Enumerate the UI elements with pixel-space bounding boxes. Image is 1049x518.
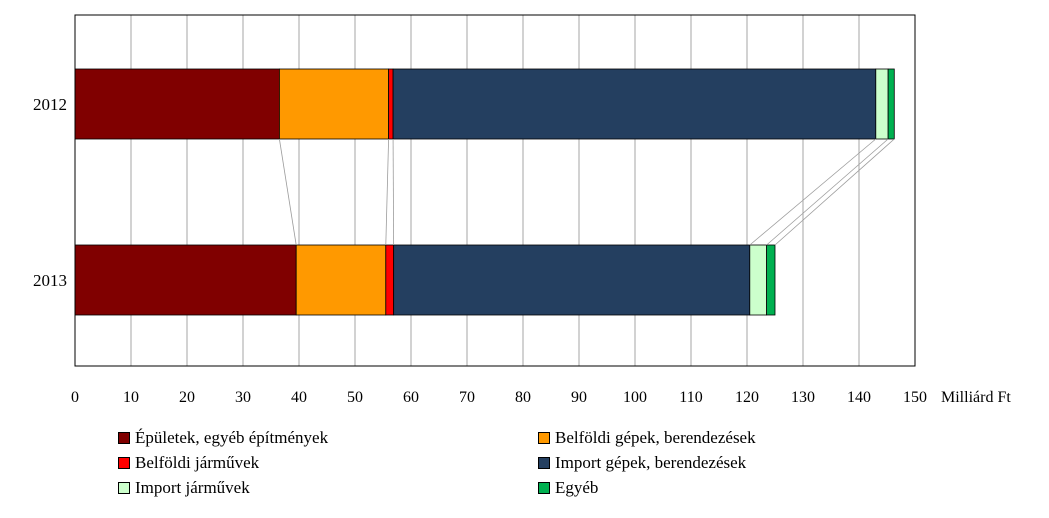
legend-item: Import gépek, berendezések bbox=[538, 453, 746, 473]
legend-label: Import gépek, berendezések bbox=[555, 453, 747, 472]
x-tick-label: 20 bbox=[179, 389, 195, 406]
legend-label: Egyéb bbox=[555, 478, 599, 497]
x-tick-label: 90 bbox=[571, 389, 587, 406]
x-tick-label: 70 bbox=[459, 389, 475, 406]
legend-item: Belföldi járművek bbox=[118, 453, 259, 473]
bar-segment bbox=[875, 68, 889, 140]
legend-item: Belföldi gépek, berendezések bbox=[538, 428, 756, 448]
x-tick-label: 0 bbox=[71, 389, 79, 406]
legend-label: Import járművek bbox=[135, 478, 250, 497]
bar-segment bbox=[385, 244, 395, 316]
bar-segment bbox=[74, 68, 280, 140]
bar-segment bbox=[392, 68, 877, 140]
legend-label: Belföldi gépek, berendezések bbox=[555, 428, 756, 447]
x-tick-label: 110 bbox=[679, 389, 702, 406]
legend-swatch bbox=[118, 432, 130, 444]
bar-segment bbox=[393, 244, 751, 316]
series-connector-line bbox=[279, 138, 297, 246]
plot-area-frame bbox=[74, 14, 916, 367]
bar-segment bbox=[766, 244, 776, 316]
bar-segment bbox=[295, 244, 387, 316]
bars bbox=[74, 68, 895, 316]
x-tick-label: 140 bbox=[847, 389, 871, 406]
category-labels: 2012 2013 bbox=[33, 95, 67, 290]
x-tick-label: 40 bbox=[291, 389, 307, 406]
legend-swatch bbox=[538, 432, 550, 444]
series-connector-line bbox=[749, 138, 877, 246]
series-connector-line bbox=[766, 138, 889, 246]
series-connector-line bbox=[774, 138, 895, 246]
legend-label: Belföldi járművek bbox=[135, 453, 260, 472]
x-tick-label: 100 bbox=[623, 389, 647, 406]
bar-segment bbox=[388, 68, 394, 140]
x-tick-label: 150 bbox=[903, 389, 927, 406]
x-axis-label: Milliárd Ft bbox=[941, 389, 1011, 406]
bar-segment bbox=[74, 244, 297, 316]
x-tick-labels: 0 10 20 30 40 50 60 70 80 90 100 110 120 130 140 150 bbox=[71, 389, 927, 406]
series-connectors bbox=[279, 138, 895, 246]
bar-segment bbox=[749, 244, 767, 316]
legend-item: Egyéb bbox=[538, 478, 598, 498]
x-tick-label: 130 bbox=[791, 389, 815, 406]
x-tick-label: 10 bbox=[123, 389, 139, 406]
category-label: 2013 bbox=[33, 271, 67, 290]
x-tick-label: 50 bbox=[347, 389, 363, 406]
series-connector-line bbox=[392, 138, 395, 246]
legend-swatch bbox=[538, 482, 550, 494]
legend-item: Épületek, egyéb építmények bbox=[118, 428, 328, 448]
series-connector-line bbox=[385, 138, 389, 246]
x-tick-label: 30 bbox=[235, 389, 251, 406]
category-label: 2012 bbox=[33, 95, 67, 114]
x-tick-label: 120 bbox=[735, 389, 759, 406]
legend-swatch bbox=[118, 457, 130, 469]
x-tick-label: 60 bbox=[403, 389, 419, 406]
bar-segment bbox=[887, 68, 895, 140]
legend-item: Import járművek bbox=[118, 478, 250, 498]
legend-swatch bbox=[538, 457, 550, 469]
legend-swatch bbox=[118, 482, 130, 494]
x-tick-label: 80 bbox=[515, 389, 531, 406]
legend-label: Épületek, egyéb építmények bbox=[135, 428, 329, 447]
bar-segment bbox=[278, 68, 389, 140]
